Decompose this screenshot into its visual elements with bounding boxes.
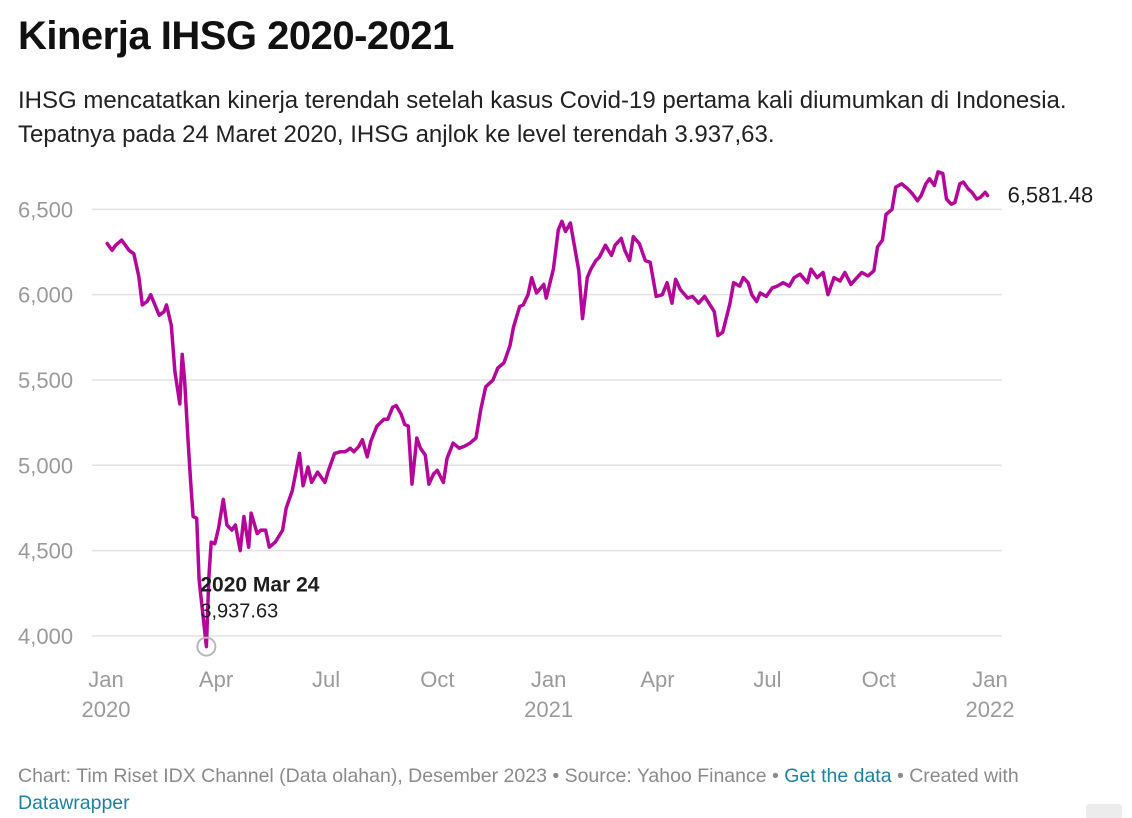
x-axis-ticks: Jan 2020 Apr Jul Oct Jan 2021 Apr Jul Oct Jan 2022 [82,667,1015,722]
x-tick-label: Jul [753,667,781,692]
low-point-marker [196,636,217,657]
last-value-label: 6,581.48 [1008,182,1094,207]
chart-title: Kinerja IHSG 2020-2021 [18,14,454,58]
chart-subtitle: IHSG mencatatkan kinerja terendah setela… [18,87,1067,148]
x-tick-label: Oct [420,667,454,692]
chart-footer: Chart: Tim Riset IDX Channel (Data olaha… [18,763,1098,817]
footer-created-with: • Created with [891,765,1019,787]
x-tick-label: Apr [199,667,233,692]
footer-credits: Chart: Tim Riset IDX Channel (Data olaha… [18,765,785,787]
y-tick-label: 6,000 [18,283,73,308]
y-tick-label: 4,500 [18,539,73,564]
x-tick-label: Jan [972,667,1007,692]
x-tick-year-label: 2021 [524,697,573,722]
annotation-date-label: 2020 Mar 24 [200,574,319,597]
x-tick-label: Jan [88,667,123,692]
y-tick-label: 5,000 [18,453,73,478]
x-tick-label: Oct [862,667,896,692]
ihsg-series-line [105,170,990,649]
corner-widget [1086,804,1122,818]
y-tick-label: 6,500 [18,197,73,222]
line-chart: 4,000 4,500 5,000 5,500 6,000 6,500 Jan 2020 Ap… [18,170,1094,722]
get-data-link[interactable]: Get the data [784,765,892,787]
annotation-value-label: 3,937.63 [200,601,278,623]
low-annotation: 2020 Mar 24 3,937.63 [196,574,320,657]
x-tick-year-label: 2022 [966,697,1015,722]
datawrapper-link[interactable]: Datawrapper [18,792,130,814]
x-tick-year-label: 2020 [82,697,131,722]
y-tick-label: 5,500 [18,368,73,393]
x-tick-label: Jan [531,667,566,692]
x-tick-label: Jul [312,667,340,692]
y-tick-label: 4,000 [18,624,73,649]
x-tick-label: Apr [640,667,674,692]
y-axis-ticks: 4,000 4,500 5,000 5,500 6,000 6,500 [18,197,73,649]
